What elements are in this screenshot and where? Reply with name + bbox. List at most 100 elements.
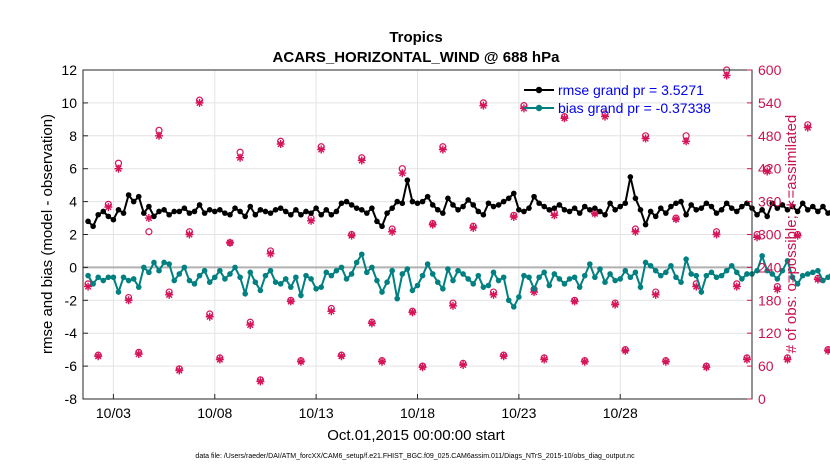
rmse-point	[298, 211, 304, 218]
rmse-point	[353, 205, 360, 211]
rmse-point	[561, 207, 568, 213]
rmse-point	[414, 200, 421, 207]
bias-point	[739, 276, 745, 282]
assimilated-obs-marker	[519, 104, 528, 113]
bias-point	[237, 274, 243, 281]
rmse-point	[338, 200, 345, 207]
assimilated-obs-marker	[661, 357, 670, 366]
assimilated-obs-marker	[499, 352, 508, 361]
assimilated-obs-marker	[692, 282, 701, 291]
y-axis-left-label: rmse and bias (model - observation)	[39, 114, 56, 354]
rmse-point	[642, 221, 649, 228]
rmse-point	[90, 223, 96, 230]
assimilated-obs-marker	[438, 145, 447, 154]
rmse-point	[191, 208, 198, 215]
bias-point	[364, 269, 370, 276]
rmse-point	[282, 208, 289, 215]
rmse-point	[211, 208, 218, 215]
assimilated-obs-marker	[773, 285, 782, 294]
assimilated-obs-marker	[307, 216, 316, 225]
y-tick-label-right: 540	[758, 95, 782, 111]
rmse-point	[171, 208, 178, 215]
bias-point	[374, 277, 380, 284]
bias-point	[90, 281, 96, 287]
rmse-point	[759, 207, 765, 213]
bias-point	[196, 272, 203, 279]
bias-point	[434, 279, 441, 286]
rmse-point	[521, 208, 527, 215]
bias-point	[181, 264, 188, 271]
y-tick-label-left: 8	[69, 128, 77, 144]
rmse-point	[333, 208, 340, 215]
bias-point	[810, 269, 816, 276]
rmse-point	[566, 208, 573, 215]
assimilated-obs-marker	[398, 169, 407, 178]
bias-point	[774, 276, 781, 282]
bias-point	[409, 287, 416, 294]
assimilated-obs-marker	[448, 301, 457, 310]
bias-point	[156, 267, 162, 274]
bias-point	[647, 262, 654, 269]
assimilated-obs-marker	[94, 352, 103, 361]
bias-point	[536, 274, 542, 281]
bias-point	[105, 274, 112, 281]
legend-bias-label: bias grand pr = -0.37338	[558, 100, 711, 116]
bias-point	[166, 261, 172, 267]
assimilated-obs-marker	[803, 123, 812, 132]
y-tick-label-right: 180	[758, 292, 782, 308]
bias-point	[500, 274, 507, 281]
bias-point	[546, 282, 553, 289]
legend-bias-marker	[535, 104, 543, 112]
rmse-point	[480, 211, 487, 218]
assimilated-obs-marker	[601, 112, 610, 121]
rmse-point	[419, 198, 426, 205]
chart-subtitle: ACARS_HORIZONTAL_WIND @ 688 hPa	[273, 49, 561, 66]
assimilated-obs-marker	[550, 211, 559, 220]
bias-point	[759, 253, 765, 259]
rmse-point	[201, 210, 208, 216]
rmse-point	[733, 208, 740, 215]
assimilated-obs-marker	[256, 377, 265, 386]
bias-point	[206, 279, 213, 286]
x-axis-ticks: 10/03 10/08 10/13 10/18 10/23 10/28	[96, 394, 638, 421]
assimilated-obs-marker	[337, 352, 346, 361]
rmse-point	[156, 208, 162, 215]
bias-point	[728, 262, 735, 269]
y-tick-label-right: 240	[758, 259, 782, 275]
bias-point	[323, 269, 330, 276]
data-file-footer: data file: /Users/raeder/DAI/ATM_forcXX/…	[195, 453, 635, 460]
bias-point	[176, 271, 183, 277]
bias-point	[262, 272, 269, 279]
bias-point	[510, 304, 517, 310]
rmse-point	[110, 216, 117, 223]
bias-point	[282, 276, 289, 282]
y-tick-label-right: 480	[758, 128, 782, 144]
bias-point	[642, 259, 649, 266]
bias-point	[470, 281, 477, 287]
assimilated-obs-marker	[570, 297, 579, 306]
rmse-point	[541, 203, 548, 210]
assimilated-obs-marker	[712, 230, 721, 239]
chart-title: Tropics	[389, 29, 442, 46]
assimilated-obs-marker	[266, 249, 275, 258]
y-tick-label-left: 4	[69, 194, 77, 210]
bias-point	[130, 276, 137, 282]
bias-point	[125, 277, 132, 284]
legend-rmse-label: rmse grand pr = 3.5271	[558, 82, 704, 98]
assimilated-obs-marker	[540, 355, 549, 364]
rmse-point	[181, 205, 188, 211]
assimilated-obs-marker	[479, 101, 488, 110]
rmse-point	[810, 203, 816, 210]
assimilated-obs-marker	[682, 137, 691, 146]
assimilated-obs-marker	[357, 156, 366, 165]
rmse-point	[612, 207, 618, 213]
bias-point	[505, 297, 512, 304]
bias-point	[485, 282, 492, 289]
rmse-point	[789, 203, 796, 210]
bias-point	[718, 272, 725, 279]
assimilated-obs-marker	[722, 71, 731, 80]
rmse-point	[617, 203, 624, 210]
assimilated-obs-marker	[246, 320, 255, 329]
bias-point	[328, 272, 335, 279]
rmse-point	[657, 205, 664, 211]
